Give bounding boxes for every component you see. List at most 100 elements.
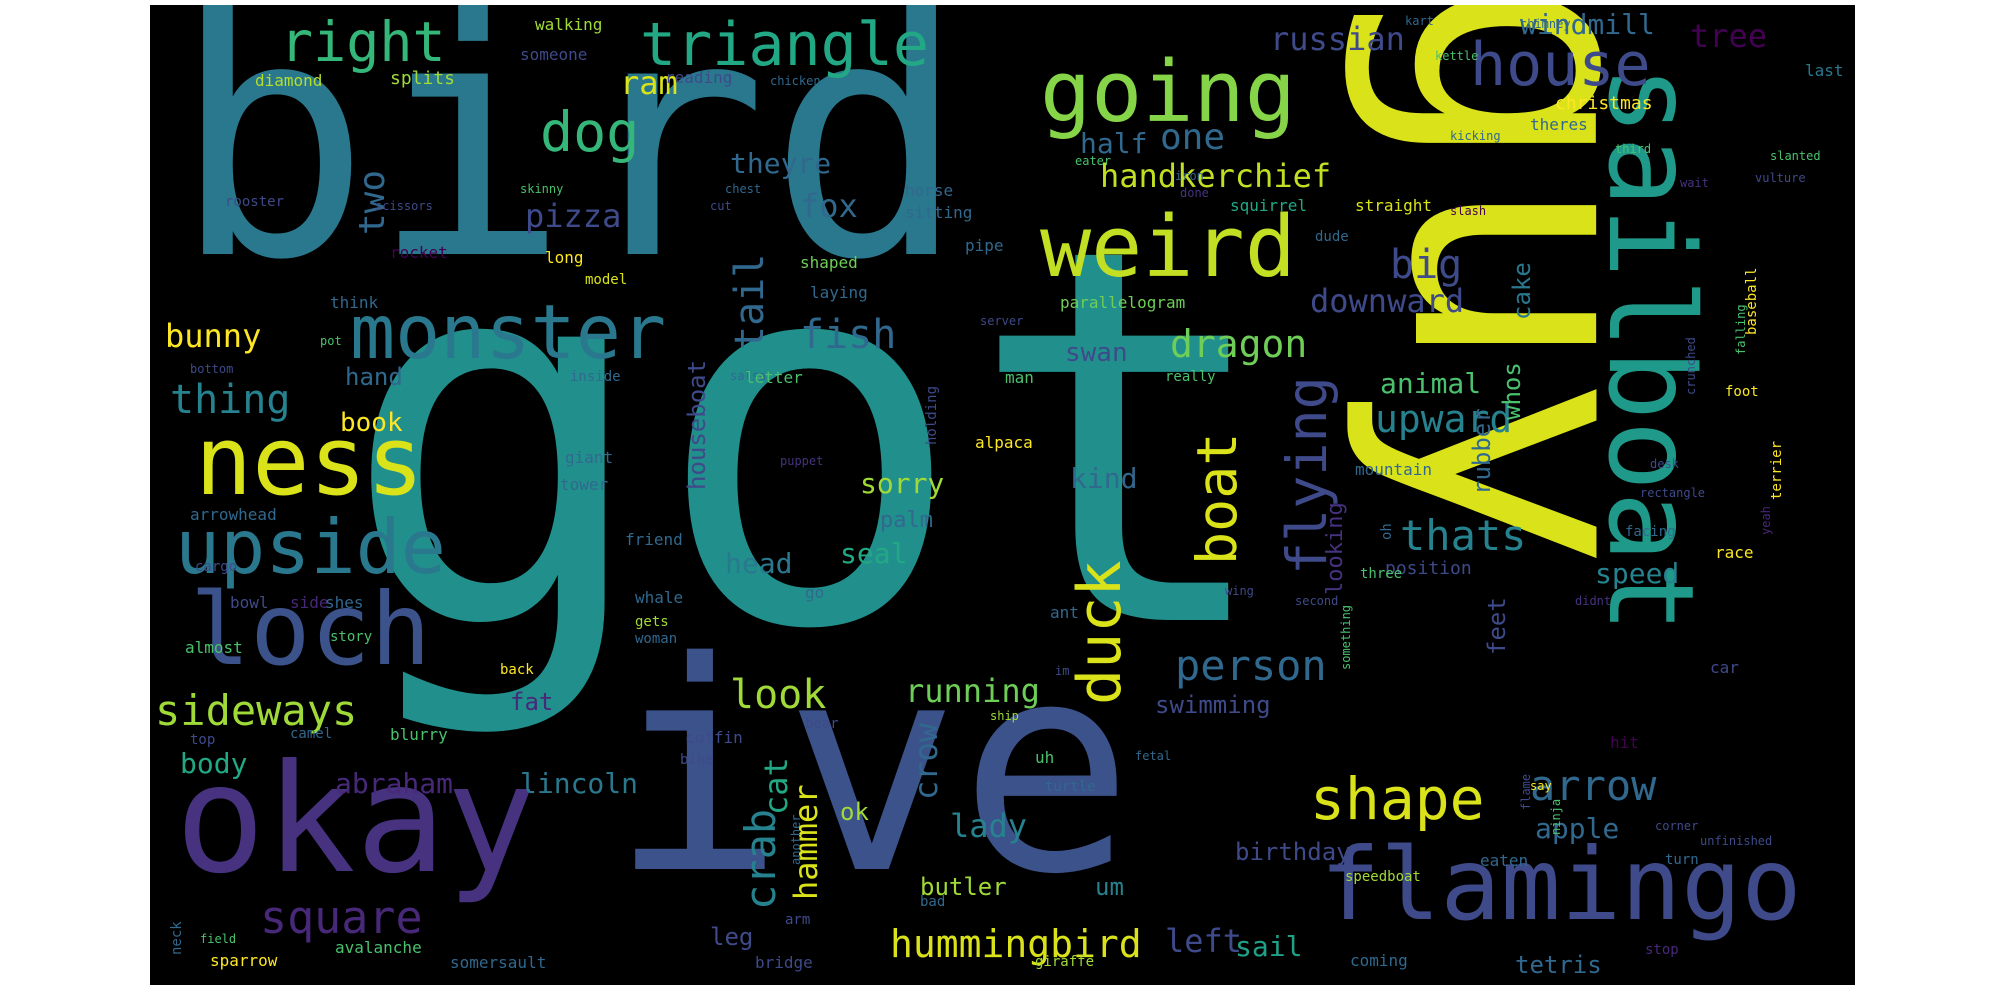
- word: cargo: [195, 560, 237, 574]
- word: camel: [290, 727, 332, 741]
- word: walking: [535, 17, 602, 33]
- word: ninja: [1550, 799, 1562, 835]
- word: hit: [1610, 735, 1639, 751]
- word: hummingbird: [890, 925, 1142, 963]
- word: say: [1530, 780, 1552, 792]
- word: shes: [325, 595, 364, 611]
- word: downward: [1310, 285, 1464, 317]
- word: fox: [800, 190, 858, 222]
- word: leg: [710, 925, 753, 949]
- word: theyre: [730, 150, 831, 178]
- word: houseboat: [685, 360, 709, 490]
- word: inside: [570, 370, 621, 384]
- word: bad: [920, 895, 945, 909]
- word: laying: [810, 285, 868, 301]
- word: side: [290, 595, 329, 611]
- word: whos: [1500, 362, 1524, 420]
- word: kind: [1070, 465, 1137, 493]
- word: thing: [170, 380, 290, 420]
- word: straight: [1355, 198, 1432, 214]
- word: kart: [1405, 15, 1434, 27]
- word: right: [280, 15, 446, 70]
- word: ok: [840, 800, 869, 824]
- word: someone: [520, 47, 587, 63]
- word: bridge: [755, 955, 813, 971]
- word: book: [340, 410, 403, 436]
- word: left: [1165, 925, 1242, 957]
- word: tail: [730, 254, 770, 350]
- word: rectangle: [1640, 487, 1705, 499]
- word: really: [1165, 370, 1216, 384]
- word-cloud: got bird guy ive okay sailboat flamingo …: [150, 5, 1855, 985]
- word: slash: [1450, 205, 1486, 217]
- word: tower: [560, 477, 608, 493]
- word: three: [1360, 567, 1402, 581]
- word: think: [330, 295, 378, 311]
- word: lady: [950, 810, 1027, 842]
- word: somersault: [450, 955, 546, 971]
- word: letter: [745, 370, 803, 386]
- word: race: [1715, 545, 1754, 561]
- word: chimney: [1520, 18, 1571, 30]
- word: speedboat: [1345, 870, 1421, 884]
- word: christmas: [1555, 95, 1653, 113]
- word: swan: [1065, 340, 1128, 366]
- word: coffin: [685, 730, 743, 746]
- word: dragon: [1170, 325, 1307, 363]
- word: swimming: [1155, 693, 1271, 717]
- word: chest: [725, 183, 761, 195]
- word: gets: [635, 615, 669, 629]
- word: go: [805, 585, 824, 601]
- word: fetal: [1135, 750, 1171, 762]
- word: facing: [1625, 525, 1676, 539]
- word: hand: [345, 365, 403, 389]
- word: model: [585, 273, 627, 287]
- word: reading: [665, 70, 732, 86]
- word: holding: [925, 386, 939, 445]
- word: back: [500, 663, 534, 677]
- word: friend: [625, 532, 683, 548]
- word: abraham: [335, 770, 453, 798]
- word: vulture: [1755, 172, 1806, 184]
- word: desk: [1650, 458, 1679, 470]
- word: sail: [1235, 933, 1302, 961]
- word: cake: [1510, 262, 1534, 320]
- word: head: [725, 550, 792, 578]
- word: speed: [1595, 560, 1679, 588]
- word: something: [1340, 605, 1352, 670]
- word: im: [1055, 665, 1069, 677]
- word: dude: [1315, 230, 1349, 244]
- word: sparrow: [210, 953, 277, 969]
- word: one: [1160, 120, 1225, 156]
- word: yeah: [1760, 506, 1772, 535]
- word: looking: [1325, 502, 1347, 595]
- word: story: [330, 630, 372, 644]
- word: pipe: [965, 238, 1004, 254]
- word: bunny: [165, 320, 261, 352]
- word: terrier: [1770, 441, 1784, 500]
- word: bowl: [230, 595, 269, 611]
- word: foot: [1725, 385, 1759, 399]
- word: theres: [1530, 117, 1588, 133]
- word: giant: [565, 450, 613, 466]
- word: kicking: [1450, 130, 1501, 142]
- word: slanted: [1770, 150, 1821, 162]
- word: crow: [910, 723, 942, 800]
- word: wing: [1225, 585, 1254, 597]
- word: arrowhead: [190, 507, 277, 523]
- word: giraffe: [1035, 955, 1094, 969]
- word: skinny: [520, 183, 563, 195]
- word: look: [730, 675, 826, 715]
- word: rocket: [390, 245, 448, 261]
- word: fat: [510, 690, 553, 714]
- word: turn: [1665, 853, 1699, 867]
- word: flame: [1520, 774, 1532, 810]
- word: fish: [800, 315, 896, 355]
- word: third: [1615, 143, 1651, 155]
- word: field: [200, 933, 236, 945]
- word: car: [1710, 660, 1739, 676]
- word: triangle: [640, 15, 929, 75]
- word: eaten: [1480, 853, 1528, 869]
- word: ant: [1050, 605, 1079, 621]
- word: woman: [635, 632, 677, 646]
